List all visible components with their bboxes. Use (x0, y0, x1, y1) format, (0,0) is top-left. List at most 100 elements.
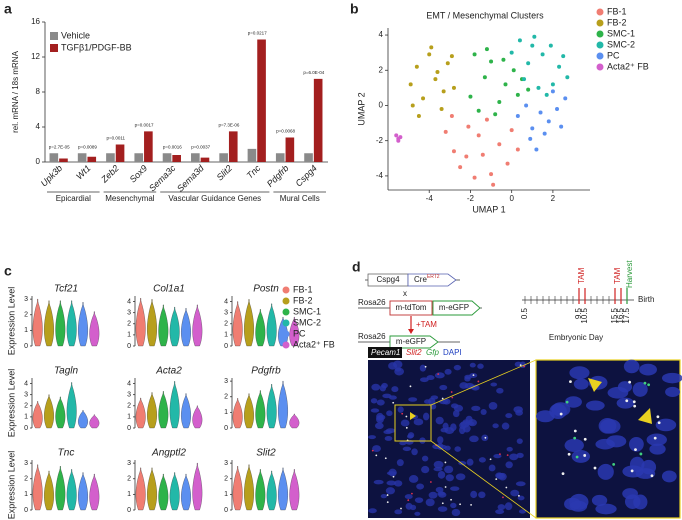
nucleus (629, 436, 644, 452)
nucleus (414, 497, 424, 503)
point (515, 147, 520, 152)
bar (162, 153, 172, 162)
legend-swatch (282, 308, 290, 316)
legend-label: SMC-2 (293, 317, 321, 327)
x-tick-label: Cspg4 (293, 163, 318, 188)
arrowhead (638, 408, 652, 424)
nucleus (470, 490, 478, 499)
y-tick-label: 0 (36, 157, 41, 166)
nucleus (453, 404, 464, 412)
nucleus (373, 479, 384, 485)
signal (575, 455, 579, 459)
violin (289, 413, 300, 429)
point (449, 54, 454, 59)
nucleus (454, 446, 461, 452)
nucleus (488, 402, 498, 410)
nucleus (425, 498, 435, 507)
point (449, 114, 454, 119)
violin (266, 470, 277, 511)
point (536, 85, 541, 90)
point (561, 54, 566, 59)
nucleus (419, 364, 427, 372)
violin (55, 466, 66, 511)
y-tick-label: 3 (127, 460, 131, 467)
point (466, 124, 471, 129)
signal (392, 401, 395, 404)
p-value: p=0.0037 (191, 144, 210, 149)
violin (55, 396, 66, 429)
arrowhead (410, 412, 416, 420)
violin (135, 298, 146, 347)
bar (313, 78, 323, 162)
violin (232, 301, 243, 347)
bar (219, 153, 228, 162)
signal (489, 458, 492, 461)
y-tick-label: 1 (127, 332, 131, 339)
signal (407, 499, 410, 502)
zoom-line (430, 440, 537, 519)
violin (66, 382, 77, 429)
bar (275, 153, 285, 162)
point (482, 75, 487, 80)
signal (561, 472, 565, 476)
nucleus (411, 448, 418, 456)
nucleus (616, 397, 635, 409)
panel-title: Slit2 (256, 448, 276, 459)
violin (289, 469, 300, 511)
nucleus (535, 410, 555, 423)
nucleus (400, 419, 410, 427)
nucleus (437, 436, 444, 444)
violin (55, 300, 66, 347)
nucleus (598, 418, 617, 434)
point (493, 112, 498, 117)
legend-label: Vehicle (61, 30, 90, 40)
signal (639, 452, 643, 456)
point (550, 82, 555, 87)
panel-title: Col1a1 (153, 284, 185, 295)
nucleus (423, 399, 431, 404)
nucleus (595, 503, 617, 515)
signal (405, 426, 408, 429)
nucleus (513, 406, 523, 413)
bar (134, 153, 144, 162)
legend-label: SMC-2 (607, 39, 635, 49)
nucleus (405, 502, 413, 510)
point (472, 175, 477, 180)
nucleus (606, 435, 627, 448)
signal (424, 365, 427, 368)
signal (451, 396, 454, 399)
nucleus (591, 494, 608, 506)
y-tick-label: 0 (24, 343, 28, 350)
stain-label: DAPI (443, 348, 462, 357)
nucleus (571, 449, 591, 463)
signal (643, 381, 647, 385)
point (497, 142, 502, 147)
tam-arrowhead (408, 329, 414, 334)
point (429, 45, 434, 50)
y-tick-label: -2 (376, 136, 384, 145)
legend-swatch (282, 286, 290, 294)
point (451, 149, 456, 154)
panel-label: b (350, 1, 359, 17)
violin (255, 469, 266, 511)
point (476, 108, 481, 113)
harvest-label: Harvest (625, 260, 634, 288)
nucleus (440, 427, 449, 433)
signal (657, 421, 661, 425)
y-tick-label: 0 (24, 507, 28, 514)
violin (181, 473, 191, 511)
nucleus (516, 438, 523, 444)
signal (495, 478, 498, 481)
arrowhead (588, 378, 602, 392)
nucleus (396, 459, 404, 467)
nucleus (445, 474, 454, 482)
violin (32, 464, 43, 511)
y-tick-label: 2 (224, 321, 228, 328)
y-tick-label: 3 (127, 392, 131, 399)
x-tick-label: Sema3d (175, 162, 206, 193)
nucleus (444, 368, 452, 375)
violin (44, 300, 54, 347)
bar (257, 39, 266, 162)
nucleus (517, 495, 525, 501)
